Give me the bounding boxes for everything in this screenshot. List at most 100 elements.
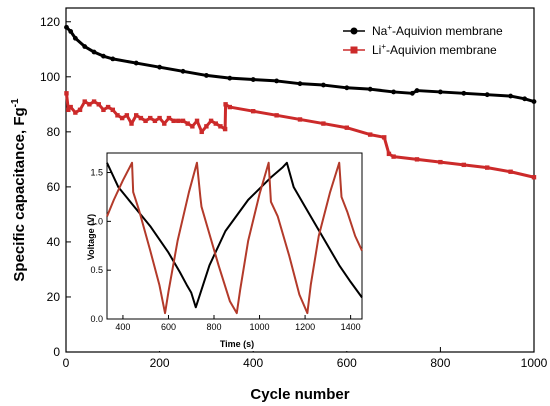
- data-point: [438, 89, 443, 95]
- inset-x-tick-label: 1400: [341, 322, 361, 332]
- data-point: [133, 60, 139, 66]
- data-point: [485, 165, 490, 170]
- data-point: [461, 90, 467, 96]
- data-point: [223, 102, 228, 107]
- data-point: [367, 86, 373, 92]
- inset-series-line-1: [106, 161, 363, 315]
- data-point: [508, 93, 513, 99]
- data-point: [227, 104, 232, 110]
- data-point: [124, 113, 130, 118]
- data-point: [185, 121, 190, 126]
- data-point: [531, 99, 537, 104]
- data-point: [166, 115, 172, 121]
- legend-label-na: Na+-Aquivion membrane: [372, 23, 503, 38]
- data-point: [522, 96, 528, 102]
- inset-frame: [106, 152, 363, 320]
- data-point: [91, 99, 97, 104]
- data-point: [64, 24, 69, 30]
- data-point: [180, 118, 186, 124]
- inset-x-tick-label: 600: [161, 322, 176, 332]
- data-point: [64, 91, 69, 96]
- inset-background: [77, 149, 370, 351]
- data-point: [91, 49, 97, 55]
- data-point: [66, 107, 71, 113]
- inset-x-tick-label: 1200: [295, 322, 315, 332]
- data-point: [213, 121, 218, 126]
- data-point: [250, 77, 256, 82]
- data-point: [162, 121, 167, 126]
- main-chart: 0 200 400 600 800 1000 0 20 40 60 80 100 120: [40, 7, 548, 370]
- legend-marker-li: [350, 46, 358, 54]
- x-tick-label: 800: [430, 356, 450, 370]
- data-point: [461, 162, 466, 168]
- data-point: [386, 151, 392, 157]
- y-tick-label: 60: [47, 180, 61, 194]
- data-point: [96, 102, 101, 107]
- legend-marker-na: [350, 27, 358, 35]
- data-point: [73, 110, 78, 115]
- legend: Na+-Aquivion membrane Li+-Aquivion membr…: [343, 23, 503, 57]
- y-tick-label: 40: [47, 235, 61, 249]
- x-axis-title: Cycle number: [250, 386, 349, 403]
- data-point: [204, 73, 209, 78]
- data-point: [208, 118, 214, 124]
- x-tick-label: 400: [243, 356, 263, 370]
- data-point: [297, 81, 303, 87]
- data-point: [227, 75, 233, 81]
- data-point: [344, 125, 349, 130]
- data-point: [204, 124, 209, 129]
- data-point: [414, 157, 420, 162]
- data-point: [82, 44, 88, 49]
- data-point: [68, 28, 74, 34]
- inset-series-line-0: [106, 161, 363, 309]
- data-point: [77, 107, 83, 113]
- data-point: [508, 169, 513, 174]
- x-tick-label: 200: [150, 356, 170, 370]
- data-point: [105, 104, 111, 110]
- inset-x-tick-label: 400: [115, 322, 130, 332]
- data-point: [274, 113, 279, 118]
- data-point: [218, 124, 223, 129]
- inset-chart: 400 600 800 1000 1200 1400 0.0 0.5 1.0 1.5: [77, 149, 370, 351]
- legend-label-li: Li+-Aquivion membrane: [372, 42, 497, 57]
- plot-frame: [65, 7, 535, 353]
- inset-y-tick-label: 0.0: [90, 314, 103, 324]
- inset-y-tick-label: 1.5: [90, 168, 103, 178]
- data-point: [134, 113, 139, 118]
- data-point: [531, 175, 537, 180]
- data-point: [157, 115, 162, 121]
- data-point: [190, 124, 195, 129]
- data-point: [194, 118, 200, 124]
- data-point: [414, 88, 420, 93]
- data-point: [199, 129, 204, 135]
- inset-y-axis-title: Voltage (V): [86, 214, 96, 260]
- data-point: [171, 118, 176, 124]
- data-point: [87, 102, 92, 107]
- data-point: [391, 89, 396, 95]
- data-point: [152, 118, 158, 124]
- data-point: [484, 92, 490, 98]
- data-point: [143, 118, 148, 124]
- x-tick-label: 0: [63, 356, 70, 370]
- data-point: [344, 85, 350, 91]
- data-point: [101, 53, 106, 59]
- data-point: [382, 135, 387, 140]
- data-point: [438, 159, 443, 165]
- y-axis-title: Specific capacitance, Fg-1: [10, 98, 28, 282]
- x-tick-label: 1000: [521, 356, 548, 370]
- data-point: [297, 117, 303, 122]
- data-point: [222, 126, 228, 132]
- y-tick-label: 100: [40, 70, 60, 84]
- inset-y-tick-label: 1.0: [90, 216, 103, 226]
- y-tick-label: 120: [40, 15, 60, 29]
- data-point: [129, 121, 134, 126]
- data-point: [138, 115, 144, 121]
- data-point: [68, 104, 73, 110]
- data-point: [321, 82, 326, 88]
- data-point: [101, 107, 106, 113]
- data-point: [368, 132, 373, 137]
- inset-x-tick-label: 800: [206, 322, 221, 332]
- y-tick-label: 20: [47, 290, 61, 304]
- data-point: [110, 56, 116, 62]
